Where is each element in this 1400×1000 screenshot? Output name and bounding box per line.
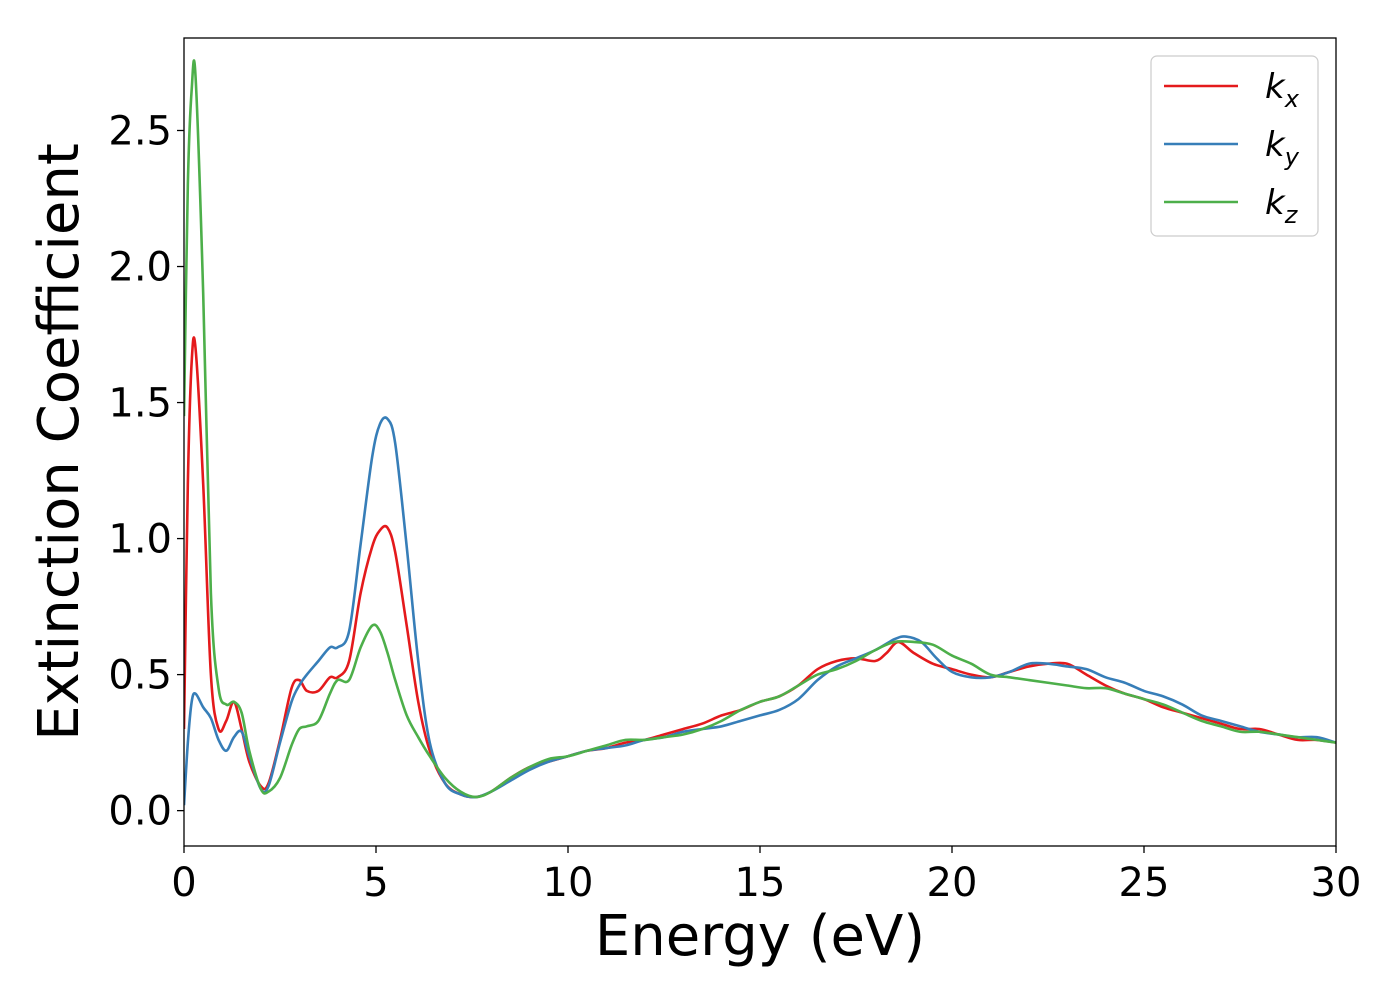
legend-box (1150, 55, 1319, 237)
y-tick-label: 2.0 (108, 245, 172, 291)
legend-label-ky: ky (1265, 125, 1300, 171)
x-tick-label: 0 (171, 860, 196, 906)
legend-label-kz: kz (1265, 183, 1299, 229)
x-tick-label: 5 (363, 860, 388, 906)
plot-lines (184, 59, 1336, 806)
y-axis-label: Extinction Coefficient (27, 143, 92, 741)
x-tick-label: 25 (1119, 860, 1170, 906)
y-tick-label: 1.0 (108, 517, 172, 563)
y-tick-label: 0.0 (108, 789, 172, 835)
x-tick-label: 20 (927, 860, 978, 906)
series-line-ky (184, 416, 1336, 806)
y-tick-label: 1.5 (108, 381, 172, 427)
series-line-kz (184, 59, 1336, 799)
x-axis-ticks: 0 5 10 15 20 25 30 (171, 846, 1361, 906)
x-tick-label: 15 (735, 860, 786, 906)
x-tick-label: 10 (543, 860, 594, 906)
legend-label-kx: kx (1265, 67, 1300, 113)
legend: kx ky kz (1150, 55, 1319, 237)
y-tick-label: 0.5 (108, 653, 172, 699)
y-axis-ticks: 0.0 0.5 1.0 1.5 2.0 2.5 (108, 108, 184, 835)
x-axis-label: Energy (eV) (595, 904, 925, 969)
y-tick-label: 2.5 (108, 108, 172, 154)
x-tick-label: 30 (1311, 860, 1362, 906)
